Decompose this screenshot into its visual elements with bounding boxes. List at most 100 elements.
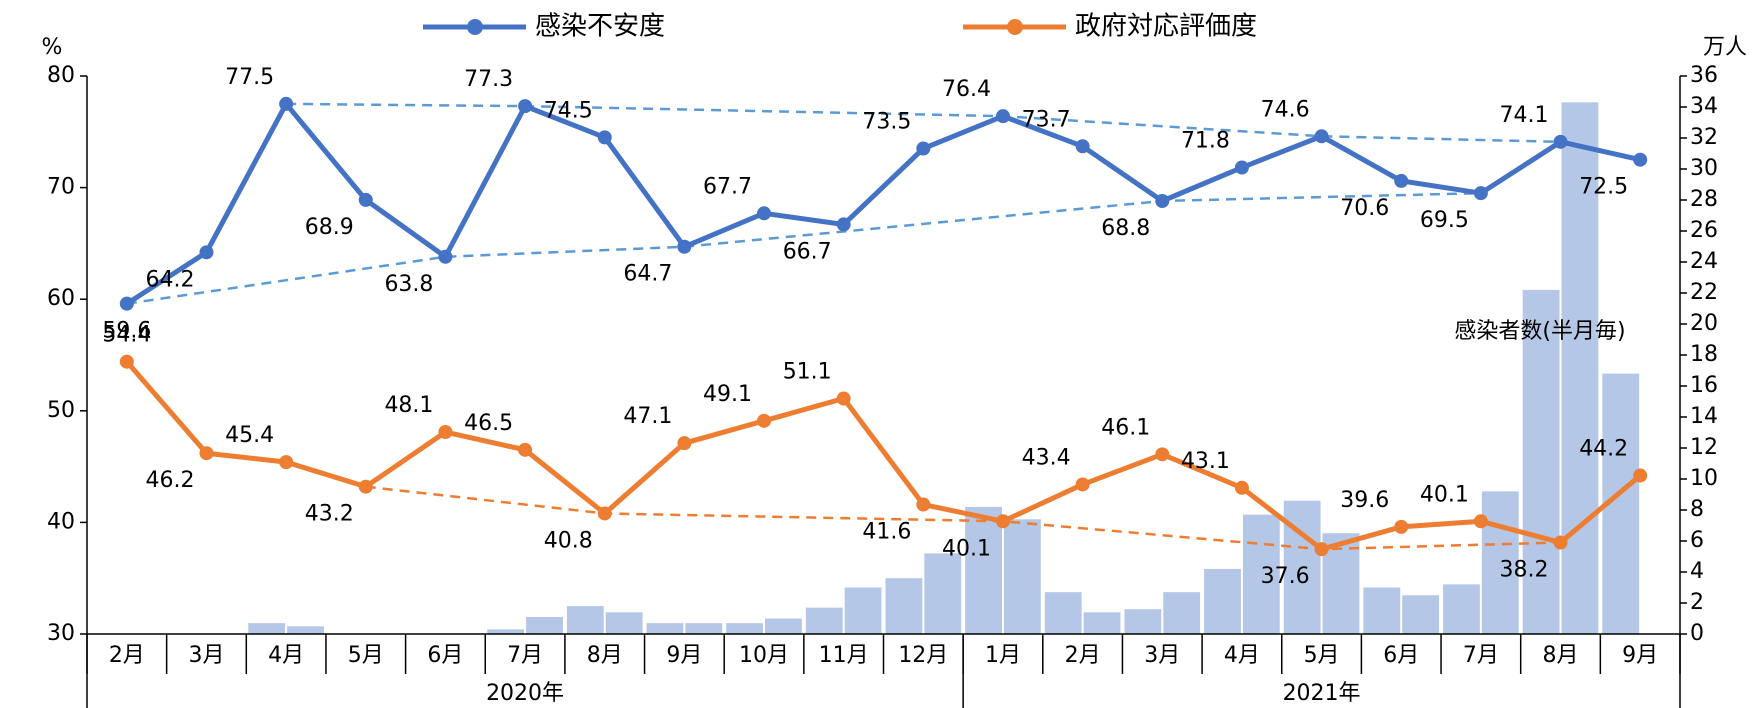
point (119, 354, 134, 369)
group-label: 2020年 (486, 681, 564, 706)
data-label: 47.1 (623, 404, 672, 429)
point (1075, 477, 1090, 492)
point (677, 436, 692, 451)
bar (805, 607, 843, 634)
point (518, 442, 533, 457)
bar (1481, 491, 1519, 634)
point (916, 141, 931, 156)
legend-label: 感染不安度 (535, 12, 665, 42)
bar (1044, 592, 1082, 634)
point (279, 96, 294, 111)
x-tick-label: 11月 (819, 643, 869, 668)
data-label: 63.8 (384, 272, 433, 297)
y2-tick-label: 34 (1690, 94, 1718, 119)
point (1314, 542, 1329, 557)
y-tick-label: 40 (47, 509, 75, 534)
point (597, 130, 612, 145)
legend-marker (1007, 19, 1023, 35)
y2-tick-label: 20 (1690, 311, 1718, 336)
point (199, 446, 214, 461)
y2-tick-label: 0 (1690, 621, 1704, 646)
data-label: 77.5 (225, 65, 274, 90)
bar (1402, 595, 1440, 634)
point (518, 99, 533, 114)
bar (924, 553, 962, 634)
bar-series-label: 感染者数(半月毎) (1454, 319, 1625, 344)
bar (248, 623, 286, 634)
x-tick-label: 12月 (898, 643, 948, 668)
bar (1522, 289, 1560, 634)
point (757, 206, 772, 221)
data-label: 43.4 (1022, 445, 1071, 470)
y2-tick-label: 6 (1690, 528, 1704, 553)
y-axis-label: % (42, 35, 63, 60)
point (119, 296, 134, 311)
point (1633, 468, 1648, 483)
bar (1083, 612, 1121, 634)
data-label: 64.7 (623, 262, 672, 287)
x-tick-label: 5月 (348, 643, 384, 668)
data-label: 44.2 (1579, 437, 1628, 462)
bar (487, 629, 525, 634)
point (995, 109, 1010, 124)
bar (1561, 102, 1599, 635)
data-label: 46.5 (464, 411, 513, 436)
point (1234, 480, 1249, 495)
data-label: 45.4 (225, 423, 274, 448)
point (199, 245, 214, 260)
data-label: 43.2 (305, 502, 354, 527)
y2-tick-label: 22 (1690, 280, 1718, 305)
x-tick-label: 5月 (1304, 643, 1340, 668)
line (124, 360, 1642, 552)
data-label: 74.6 (1261, 97, 1310, 122)
bar (1443, 584, 1480, 634)
bar (526, 616, 563, 634)
x-tick-label: 9月 (666, 643, 702, 668)
y2-tick-label: 18 (1690, 342, 1718, 367)
bar (965, 506, 1002, 634)
bar (885, 578, 923, 634)
x-tick-label: 6月 (1383, 643, 1419, 668)
x-tick-label: 10月 (739, 643, 789, 668)
data-label: 77.3 (464, 67, 513, 92)
point (1394, 519, 1409, 534)
line (125, 99, 1641, 306)
data-label: 46.2 (145, 468, 194, 493)
data-label: 59.6 (102, 319, 151, 344)
x-tick-label: 2月 (1065, 643, 1101, 668)
data-label: 67.7 (703, 174, 752, 199)
y2-tick-label: 12 (1690, 435, 1718, 460)
x-tick-label: 3月 (1144, 643, 1180, 668)
y2-tick-label: 16 (1690, 373, 1718, 398)
data-label: 68.8 (1101, 216, 1150, 241)
x-tick-label: 8月 (587, 643, 623, 668)
data-label: 74.5 (544, 98, 593, 123)
bar (646, 623, 684, 634)
bar (1003, 519, 1041, 634)
y-tick-label: 50 (47, 398, 75, 423)
x-tick-label: 1月 (985, 643, 1021, 668)
point (1633, 152, 1648, 167)
data-label: 72.5 (1579, 175, 1628, 200)
point (438, 425, 453, 440)
point (358, 479, 373, 494)
data-label: 38.2 (1500, 557, 1549, 582)
data-label: 49.1 (703, 382, 752, 407)
bar (1322, 533, 1360, 634)
data-label: 68.9 (305, 215, 354, 240)
bar (566, 606, 604, 634)
data-label: 66.7 (783, 239, 832, 264)
bar (1124, 609, 1162, 634)
y-tick-label: 60 (47, 286, 75, 311)
data-label: 54.4 (102, 323, 151, 348)
data-label: 37.6 (1261, 564, 1310, 589)
bar (1163, 592, 1201, 634)
y-tick-label: 70 (47, 175, 75, 200)
bar (1363, 587, 1401, 634)
bar (1204, 568, 1241, 634)
point (1155, 447, 1170, 462)
bar (1242, 514, 1280, 634)
point (677, 239, 692, 254)
point (757, 413, 772, 428)
